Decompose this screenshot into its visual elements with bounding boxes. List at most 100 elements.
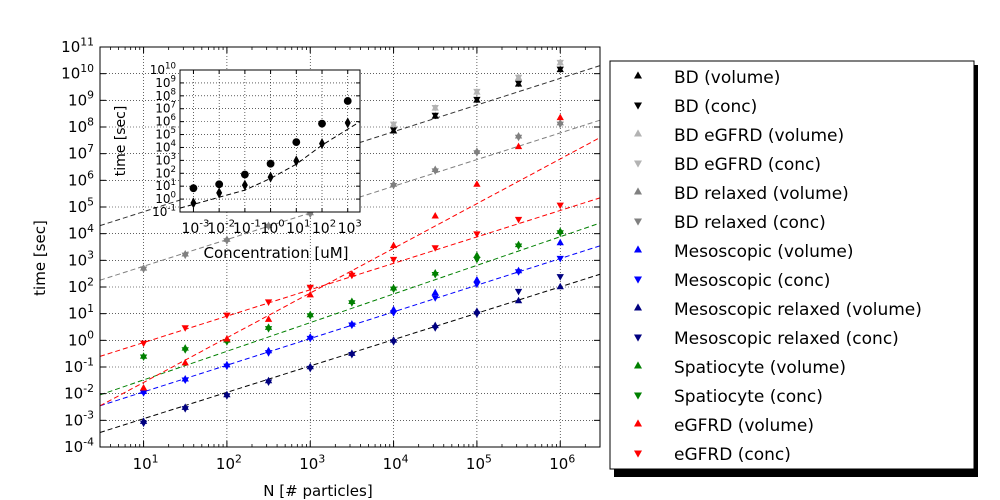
legend-item: eGFRD (conc) (633, 445, 791, 465)
data-point (264, 223, 273, 231)
inset-y-tick-label: 106 (155, 113, 176, 128)
axis-ticks: 101 102 103 104 105 10610-410-310-210-1100101… (61, 35, 601, 473)
data-point (556, 282, 564, 290)
y-tick-label: 10-2 (64, 382, 94, 403)
legend-items: BD (volume) BD (conc) BD eGFRD (volume) BD … (633, 68, 922, 465)
y-tick-label: 10-4 (64, 435, 94, 456)
data-point (514, 80, 523, 88)
legend-label: BD (conc) (674, 97, 757, 117)
data-point (431, 271, 439, 279)
legend-label: BD relaxed (volume) (674, 184, 849, 204)
inset-y-tick-label: 101 (155, 178, 176, 193)
legend-item: BD relaxed (volume) (633, 184, 849, 204)
inset-data-point (215, 180, 224, 189)
data-point (389, 241, 398, 249)
data-point (181, 252, 189, 260)
legend-item: Spatiocyte (volume) (633, 358, 846, 378)
inset-data-point (343, 97, 352, 105)
data-point (556, 202, 564, 210)
data-point (223, 335, 231, 342)
data-point (223, 363, 231, 371)
inset-y-axis-label: time [sec] (113, 106, 129, 177)
data-point (514, 269, 523, 276)
data-point (306, 211, 314, 219)
data-point (556, 121, 564, 129)
inset-y-tick-label: 10-1 (152, 204, 176, 219)
inset-axis-ticks: 10-310-210-1 100 101 102 10310-1100101102103… (150, 62, 362, 237)
data-point (264, 315, 273, 322)
legend-marker (633, 218, 643, 226)
inset-y-tick-label: 104 (155, 139, 176, 154)
y-tick-label: 1010 (61, 62, 94, 83)
inset-y-tick-label: 105 (155, 126, 176, 141)
data-point (431, 288, 439, 296)
inset-y-tick-label: 107 (155, 100, 176, 115)
data-point (514, 74, 523, 82)
data-point (264, 326, 273, 333)
legend-item: BD eGFRD (volume) (633, 126, 844, 146)
legend-label: Mesoscopic relaxed (volume) (674, 300, 922, 320)
inset-data-point (344, 117, 351, 129)
data-point (473, 180, 481, 187)
data-point (306, 284, 314, 292)
inset-x-tick-label: 101 (286, 219, 310, 237)
inset-data-point (190, 197, 197, 209)
legend-item: BD eGFRD (conc) (633, 155, 821, 175)
data-point (556, 230, 564, 237)
data-point (514, 296, 523, 304)
data-point (556, 274, 564, 281)
inset-data-point (240, 170, 249, 179)
data-point (514, 142, 523, 150)
inset-chart: 10-310-210-1 100 101 102 10310-1100101102103… (113, 62, 362, 262)
x-tick-label: 104 (383, 452, 409, 473)
data-point (389, 127, 398, 134)
data-point (431, 104, 439, 112)
legend-label: BD eGFRD (conc) (674, 155, 821, 175)
inset-fit-line (179, 121, 361, 209)
inset-x-tick-label: 10-1 (233, 219, 261, 237)
data-point (389, 183, 398, 190)
y-tick-label: 107 (68, 142, 94, 163)
data-point (139, 390, 148, 397)
legend-item: BD (conc) (633, 97, 757, 117)
data-point (473, 150, 481, 157)
legend-label: Spatiocyte (volume) (674, 358, 846, 378)
data-point (139, 384, 148, 391)
data-point (389, 286, 398, 294)
data-point (473, 275, 481, 283)
y-axis-label: time [sec] (31, 220, 49, 296)
data-point (473, 88, 481, 96)
inset-data-point (293, 155, 300, 167)
data-point (264, 379, 273, 386)
data-point (181, 347, 189, 354)
data-point (431, 245, 439, 252)
data-point (348, 351, 356, 359)
inset-data-point (216, 187, 223, 199)
data-point (514, 216, 523, 224)
legend-item: Mesoscopic relaxed (conc) (633, 329, 899, 349)
inset-y-tick-label: 102 (155, 165, 176, 180)
y-tick-label: 10-3 (64, 409, 94, 430)
legend-item: eGFRD (volume) (633, 416, 814, 436)
y-tick-label: 108 (68, 115, 94, 136)
data-point (181, 377, 189, 385)
legend-marker (633, 334, 643, 342)
legend-label: Spatiocyte (conc) (674, 387, 823, 407)
fit-line (99, 222, 601, 396)
data-point (473, 231, 481, 238)
data-point (139, 420, 148, 428)
inset-data-point (292, 138, 301, 147)
legend-marker (633, 71, 643, 79)
data-point (306, 365, 314, 373)
legend-item: Mesoscopic (conc) (633, 271, 830, 291)
data-point (473, 256, 481, 264)
legend-item: Mesoscopic (volume) (633, 242, 854, 262)
inset-x-axis-label: Concentration [uM] (203, 244, 348, 262)
x-tick-label: 105 (466, 452, 492, 473)
data-point (514, 134, 523, 142)
legend-label: eGFRD (conc) (674, 445, 791, 465)
data-point (389, 310, 398, 317)
legend-marker (633, 187, 643, 195)
data-point (139, 340, 148, 348)
